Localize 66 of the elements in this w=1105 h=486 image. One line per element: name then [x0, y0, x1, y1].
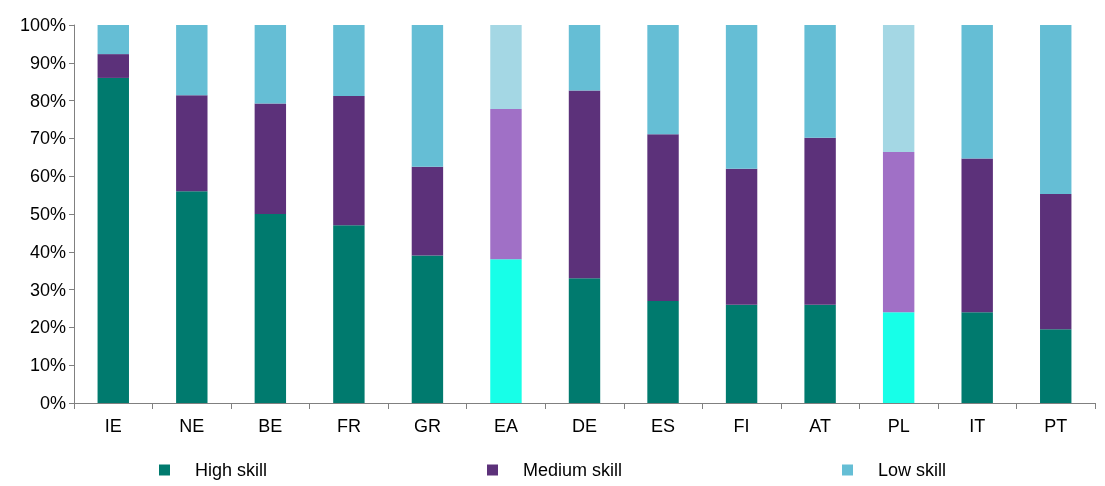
y-tick-label: 30% — [29, 279, 66, 300]
bar — [568, 278, 601, 403]
bar — [176, 95, 208, 192]
x-tick-label: NE — [179, 416, 205, 436]
bar — [882, 312, 915, 403]
bar — [176, 191, 208, 403]
bar — [254, 214, 287, 403]
y-tick-label: 90% — [29, 52, 66, 73]
y-tick-label: 20% — [29, 317, 66, 338]
bar — [1040, 25, 1072, 194]
x-tick-label: AT — [809, 416, 831, 436]
bar — [411, 255, 444, 403]
x-tick-label: EA — [493, 416, 518, 436]
bar — [568, 25, 601, 91]
x-tick-label: DE — [571, 416, 598, 436]
bar — [804, 25, 836, 138]
y-tick-label: 0% — [39, 393, 66, 413]
bar — [961, 25, 993, 159]
bar — [647, 134, 679, 301]
y-tick-label: 10% — [29, 355, 66, 376]
legend-label: High skill — [194, 460, 267, 480]
bar — [568, 90, 601, 279]
bar — [725, 304, 758, 403]
bar — [490, 259, 522, 403]
bar — [97, 25, 129, 55]
bar — [411, 166, 444, 256]
y-tick-label: 70% — [29, 128, 66, 149]
bar — [176, 25, 208, 96]
x-tick-label: IE — [104, 416, 122, 436]
bar — [97, 77, 129, 403]
legend-label: Medium skill — [522, 460, 623, 480]
bar — [725, 168, 758, 305]
bar — [804, 137, 836, 305]
bar — [804, 304, 836, 403]
bar — [725, 25, 758, 169]
bar — [411, 25, 444, 167]
y-tick-label: 80% — [29, 90, 66, 111]
x-tick-label: ES — [651, 416, 676, 436]
bar — [97, 54, 129, 78]
y-tick-label: 50% — [29, 204, 66, 224]
bar — [1040, 193, 1072, 330]
bar — [254, 103, 287, 214]
x-tick-label: PL — [887, 416, 910, 436]
bar — [333, 225, 365, 403]
bar — [490, 108, 522, 260]
bar — [961, 312, 993, 403]
bar — [647, 25, 679, 135]
x-tick-label: GR — [413, 416, 441, 436]
bar — [490, 25, 522, 109]
y-tick-label: 100% — [19, 15, 66, 35]
bar — [1040, 329, 1072, 403]
bar — [647, 300, 679, 403]
bar — [254, 25, 287, 104]
x-tick-label: FR — [336, 416, 361, 436]
legend-label: Low skill — [878, 460, 947, 480]
bar — [333, 96, 365, 226]
y-tick-label: 60% — [29, 166, 66, 187]
x-tick-label: BE — [258, 416, 283, 436]
bar — [882, 152, 915, 313]
x-tick-label: FI — [733, 416, 750, 436]
x-tick-label: IT — [969, 416, 986, 436]
x-tick-label: PT — [1044, 416, 1068, 436]
bar — [333, 25, 365, 97]
bar — [961, 158, 993, 313]
bar — [882, 25, 915, 153]
y-tick-label: 40% — [29, 241, 66, 262]
